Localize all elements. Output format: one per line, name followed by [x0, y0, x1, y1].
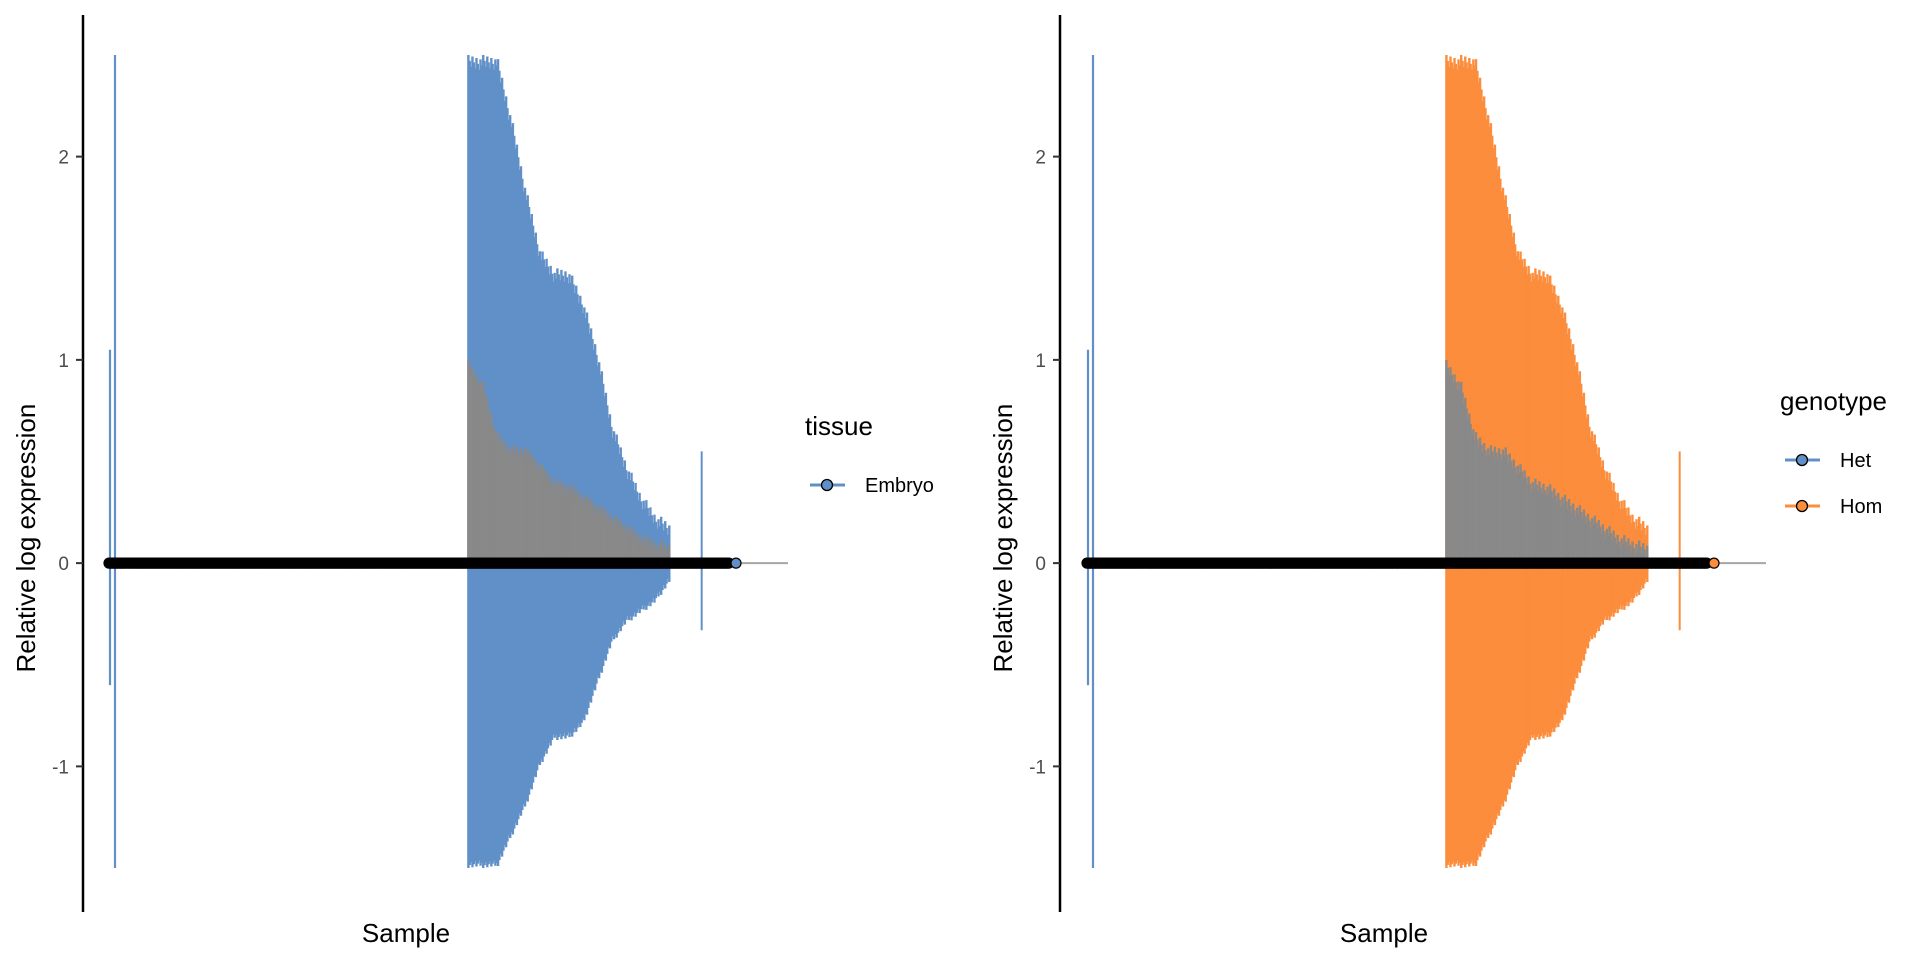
legend-entry: Hom	[1785, 496, 1882, 518]
median-points	[1081, 557, 1720, 569]
legend-title: genotype	[1780, 386, 1887, 416]
legend-label: Het	[1840, 450, 1872, 472]
series-median	[467, 359, 671, 564]
y-tick-label: 2	[1035, 148, 1046, 169]
legend-label: Hom	[1840, 496, 1882, 518]
y-tick-label: 1	[58, 351, 69, 372]
legend-entry: Het	[1785, 450, 1872, 472]
y-tick-label: 1	[1035, 351, 1046, 372]
series-median	[1445, 359, 1649, 564]
y-axis-title: Relative log expression	[988, 404, 1018, 673]
y-tick-label: -1	[1029, 757, 1046, 778]
median-points	[103, 557, 742, 569]
legend-key-point	[1795, 453, 1809, 467]
legend-label: Embryo	[865, 475, 934, 497]
legend: genotype Het Hom	[1780, 386, 1887, 518]
plot-area	[1081, 55, 1766, 868]
x-axis-title: Sample	[362, 918, 450, 948]
series-embryo	[108, 55, 703, 868]
series-het	[1086, 55, 1095, 868]
legend: tissue Embryo	[805, 411, 934, 497]
y-tick-label: -1	[52, 757, 69, 778]
data-point	[730, 557, 742, 569]
panel-genotype: -1 0 1 2 Sample Relative log expression gen…	[988, 15, 1887, 948]
data-point	[1708, 557, 1720, 569]
y-tick-label: 2	[58, 148, 69, 169]
panel-tissue: -1 0 1 2 Sample Relative log expression tis…	[11, 15, 934, 948]
legend-title: tissue	[805, 411, 873, 441]
legend-entry: Embryo	[810, 475, 934, 497]
y-axis-title: Relative log expression	[11, 404, 41, 673]
legend-key-point	[1795, 499, 1809, 513]
y-ticks: -1 0 1 2	[52, 148, 83, 778]
legend-key-point	[820, 478, 834, 492]
x-axis-title: Sample	[1340, 918, 1428, 948]
y-tick-label: 0	[1035, 554, 1046, 575]
plot-area	[103, 55, 788, 868]
y-tick-label: 0	[58, 554, 69, 575]
y-ticks: -1 0 1 2	[1029, 148, 1060, 778]
